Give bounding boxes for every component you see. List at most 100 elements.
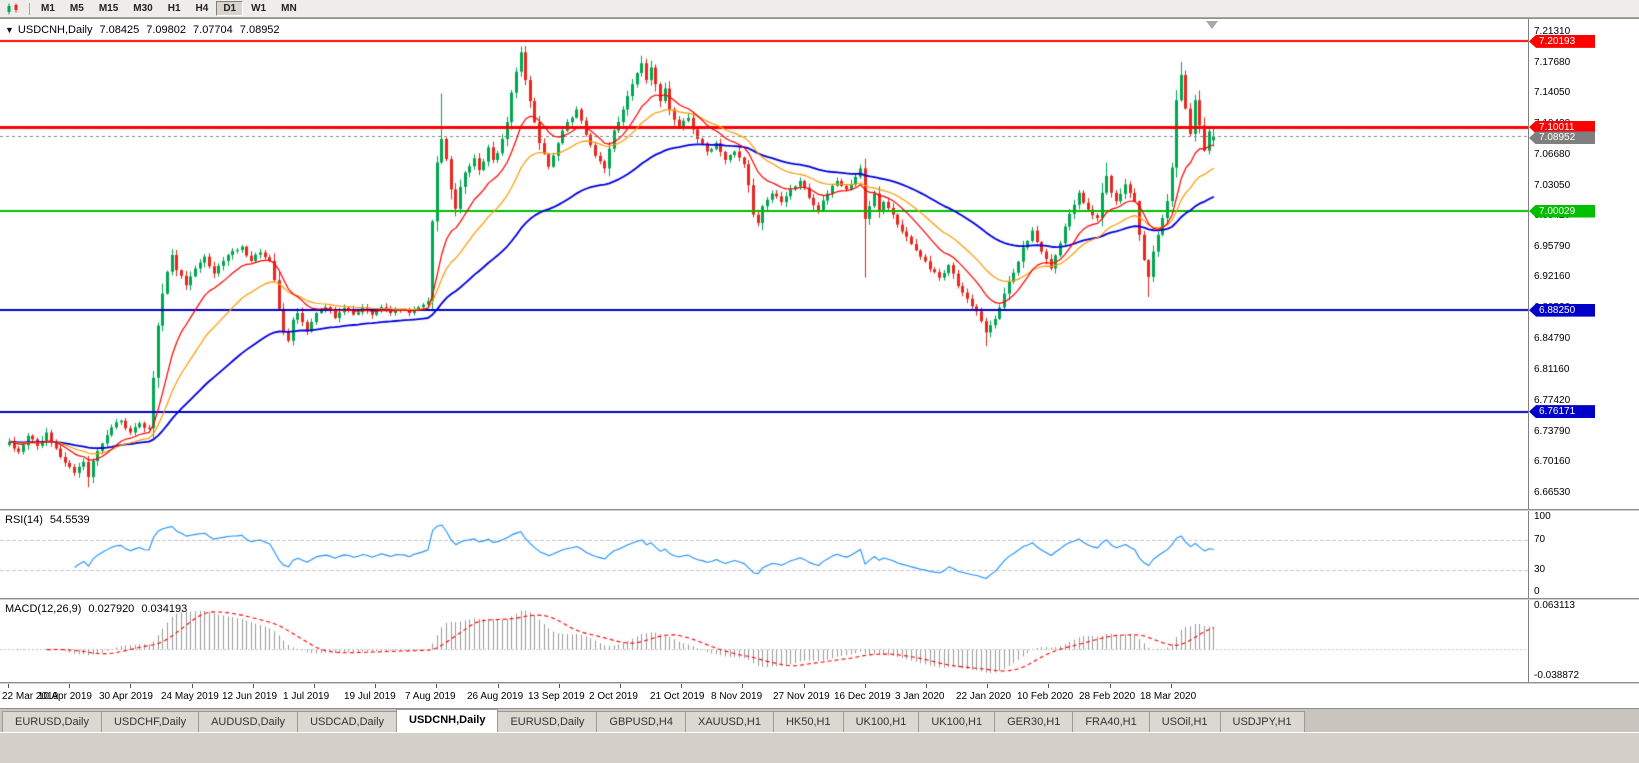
chart-tab-usdchf-daily[interactable]: USDCHF,Daily bbox=[100, 711, 200, 732]
price-tick-label: 7.14050 bbox=[1534, 87, 1571, 99]
date-label: 27 Nov 2019 bbox=[773, 691, 830, 702]
timeframe-button-m30[interactable]: M30 bbox=[133, 3, 153, 14]
timeframe-button-group: M1 M5 M15 M30 H1 H4 D1 W1 MN bbox=[34, 1, 305, 16]
timeframe-button-mn[interactable]: MN bbox=[281, 3, 297, 14]
toolbar-separator bbox=[29, 2, 30, 15]
timeframe-button-h1[interactable]: H1 bbox=[167, 3, 181, 14]
quote-high: 7.09802 bbox=[146, 24, 187, 36]
panel-splitter-time-axis[interactable] bbox=[0, 682, 1639, 684]
time-tick bbox=[620, 684, 621, 688]
price-tick-label: 6.92160 bbox=[1534, 271, 1571, 283]
time-tick bbox=[1048, 684, 1049, 688]
timeframe-button-d1[interactable]: D1 bbox=[216, 1, 244, 16]
rsi-tick-label: 30 bbox=[1534, 563, 1546, 575]
price-axis-border bbox=[1528, 19, 1529, 709]
level-price-box: 7.20193 bbox=[1529, 34, 1595, 48]
rsi-indicator-canvas[interactable] bbox=[0, 511, 1528, 598]
price-axis[interactable]: 7.213107.176807.140507.104207.066807.030… bbox=[1529, 19, 1639, 509]
time-tick bbox=[498, 684, 499, 688]
date-label: 3 Jan 2020 bbox=[895, 691, 945, 702]
macd-indicator-label: MACD(12,26,9) 0.027920 0.034193 bbox=[5, 603, 187, 615]
price-tick-label: 6.77420 bbox=[1534, 395, 1571, 407]
chart-tab-gbpusd-h4[interactable]: GBPUSD,H4 bbox=[596, 711, 686, 732]
macd-main-value: 0.027920 bbox=[88, 603, 135, 615]
time-tick bbox=[253, 684, 254, 688]
time-tick bbox=[130, 684, 131, 688]
date-label: 16 Dec 2019 bbox=[834, 691, 891, 702]
chart-tab-bar: EURUSD,Daily USDCHF,Daily AUDUSD,Daily USDC… bbox=[0, 708, 1639, 732]
chart-tab-uk100-h1[interactable]: UK100,H1 bbox=[918, 711, 996, 732]
date-label: 13 Sep 2019 bbox=[528, 691, 585, 702]
price-tick-label: 6.70160 bbox=[1534, 456, 1571, 468]
time-tick bbox=[742, 684, 743, 688]
date-label: 10 Feb 2020 bbox=[1017, 691, 1074, 702]
date-label: 12 Jun 2019 bbox=[222, 691, 278, 702]
chart-tab-usoil-h1[interactable]: USOil,H1 bbox=[1148, 711, 1221, 732]
price-tick-label: 6.66530 bbox=[1534, 486, 1571, 498]
quote-close: 7.08952 bbox=[239, 24, 280, 36]
macd-axis[interactable]: 0.063113 -0.038872 bbox=[1529, 600, 1639, 682]
timeframe-button-h4[interactable]: H4 bbox=[195, 3, 209, 14]
chart-tab-usdcad-daily[interactable]: USDCAD,Daily bbox=[297, 711, 398, 732]
price-tick-label: 6.81160 bbox=[1534, 363, 1570, 375]
time-tick bbox=[926, 684, 927, 688]
level-price-box: 6.88250 bbox=[1529, 303, 1595, 317]
rsi-tick-label: 70 bbox=[1534, 533, 1546, 545]
chart-tab-xauusd-h1[interactable]: XAUUSD,H1 bbox=[684, 711, 774, 732]
chart-tab-uk100-h1[interactable]: UK100,H1 bbox=[842, 711, 920, 732]
chart-tab-fra40-h1[interactable]: FRA40,H1 bbox=[1072, 711, 1150, 732]
rsi-indicator-label: RSI(14) 54.5539 bbox=[5, 514, 90, 526]
panel-splitter-rsi[interactable] bbox=[0, 509, 1639, 511]
one-click-trading-arrow[interactable]: ▼ bbox=[5, 25, 14, 35]
time-tick bbox=[1171, 684, 1172, 688]
rsi-value: 54.5539 bbox=[49, 514, 90, 526]
time-tick bbox=[314, 684, 315, 688]
date-label: 1 Jul 2019 bbox=[283, 691, 330, 702]
timeframe-button-m15[interactable]: M15 bbox=[98, 3, 119, 14]
main-price-chart-canvas[interactable] bbox=[0, 19, 1528, 509]
status-bar bbox=[0, 732, 1639, 763]
time-tick bbox=[8, 684, 9, 688]
rsi-tick-label: 0 bbox=[1534, 586, 1540, 597]
chart-tab-hk50-h1[interactable]: HK50,H1 bbox=[772, 711, 844, 732]
chart-area: ▼ USDCNH,Daily 7.08425 7.09802 7.07704 7.0895… bbox=[0, 18, 1639, 709]
time-axis[interactable]: 22 Mar 2019 10 Apr 2019 30 Apr 2019 24 May … bbox=[0, 684, 1639, 709]
price-tick-label: 6.73790 bbox=[1534, 425, 1571, 437]
level-price-box: 7.10011 bbox=[1529, 120, 1595, 134]
time-tick bbox=[436, 684, 437, 688]
quote-low: 7.07704 bbox=[193, 24, 233, 36]
chart-tab-usdcnh-daily[interactable]: USDCNH,Daily bbox=[396, 709, 499, 732]
date-label: 26 Aug 2019 bbox=[467, 691, 524, 702]
date-label: 2 Oct 2019 bbox=[589, 691, 638, 702]
price-tick-label: 6.84790 bbox=[1534, 333, 1571, 345]
timeframe-button-m5[interactable]: M5 bbox=[69, 3, 84, 14]
macd-min-label: -0.038872 bbox=[1534, 670, 1580, 681]
price-tick-label: 7.21310 bbox=[1534, 26, 1571, 38]
timeframe-button-w1[interactable]: W1 bbox=[251, 3, 267, 14]
panel-splitter-macd[interactable] bbox=[0, 598, 1639, 600]
chart-tab-audusd-daily[interactable]: AUDUSD,Daily bbox=[198, 711, 299, 732]
time-tick bbox=[559, 684, 560, 688]
level-price-box: 6.76171 bbox=[1529, 405, 1595, 419]
timeframe-button-m1[interactable]: M1 bbox=[41, 3, 55, 14]
price-tick-label: 6.95790 bbox=[1534, 240, 1571, 252]
rsi-tick-label: 100 bbox=[1534, 511, 1551, 522]
chart-tab-ger30-h1[interactable]: GER30,H1 bbox=[994, 711, 1074, 732]
date-label: 8 Nov 2019 bbox=[711, 691, 763, 702]
time-tick bbox=[375, 684, 376, 688]
macd-name: MACD(12,26,9) bbox=[5, 603, 82, 615]
date-label: 30 Apr 2019 bbox=[99, 691, 153, 702]
macd-indicator-canvas[interactable] bbox=[0, 600, 1528, 682]
rsi-axis[interactable]: 100 70 30 0 bbox=[1529, 511, 1639, 598]
macd-signal-value: 0.034193 bbox=[141, 603, 188, 615]
price-tick-label: 7.06680 bbox=[1534, 149, 1571, 161]
chart-tab-eurusd-daily[interactable]: EURUSD,Daily bbox=[2, 711, 102, 732]
chart-shift-marker[interactable] bbox=[1206, 21, 1218, 29]
time-tick bbox=[865, 684, 866, 688]
time-tick bbox=[681, 684, 682, 688]
candlestick-chart-icon[interactable] bbox=[3, 2, 23, 16]
chart-tab-eurusd-daily[interactable]: EURUSD,Daily bbox=[497, 711, 598, 732]
time-tick bbox=[69, 684, 70, 688]
chart-tab-usdjpy-h1[interactable]: USDJPY,H1 bbox=[1219, 711, 1305, 732]
